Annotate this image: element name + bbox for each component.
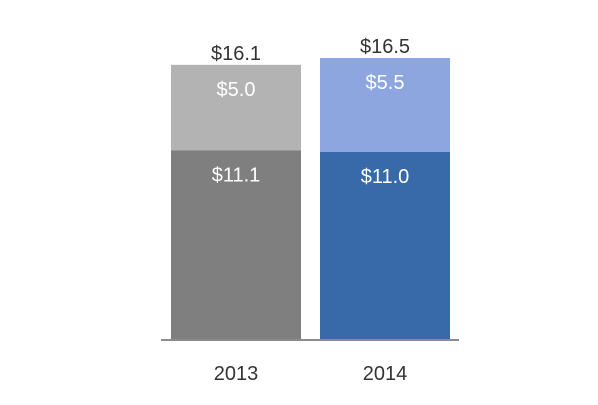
segment-label-2014-1: $5.5 [366,72,405,94]
bar-segment-2013-0 [171,150,301,340]
total-label-2014: $16.5 [360,36,410,58]
segment-label-2013-0: $11.1 [212,164,261,186]
segment-label-2013-1: $5.0 [217,79,256,101]
category-label-2014: 2014 [363,363,408,385]
category-label-2013: 2013 [214,363,259,385]
segment-label-2014-0: $11.0 [361,166,410,188]
bar-segment-2014-1 [320,58,450,152]
bar-segment-2014-0 [320,152,450,340]
total-label-2013: $16.1 [211,43,261,65]
bar-segment-2013-1 [171,64,301,151]
